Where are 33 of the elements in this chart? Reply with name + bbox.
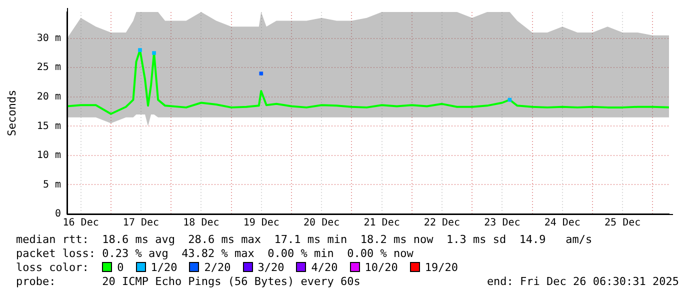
- text: median rtt: 18.6 ms avg 28.6 ms max 17.1 ms min 18.2 ms now 1.3 ms sd 14.9 am/s: [16, 233, 594, 247]
- x-tick-label: 20 Dec: [304, 218, 340, 229]
- y-tick-label: 10 m: [36, 150, 61, 162]
- x-tick-label: 17 Dec: [122, 218, 160, 229]
- x-tick-label: 18 Dec: [183, 218, 220, 229]
- point: [138, 48, 142, 52]
- x-tick-label: 24 Dec: [544, 218, 580, 229]
- x-tick-label: 16 Dec: [62, 218, 99, 229]
- y-tick-label: 0: [54, 208, 61, 220]
- legend-label: 19/20: [424, 261, 458, 274]
- y-tick-label: 25 m: [36, 62, 61, 74]
- point: [259, 72, 264, 76]
- legend-label: 10/20: [364, 261, 398, 274]
- point: [152, 51, 156, 55]
- y-tick-label: 15 m: [36, 120, 61, 132]
- text: probe: 20 ICMP Echo Pings (56 Bytes) every 60s: [16, 275, 360, 288]
- legend-label: 0: [116, 261, 124, 274]
- text: packet loss: 0.23 % avg 43.82 % max 0.00 % min 0.00 % now: [16, 247, 414, 261]
- y-tick-label: 5 m: [42, 179, 61, 190]
- x-tick-label: 21 Dec: [364, 218, 400, 229]
- legend-label: 2/20: [203, 261, 231, 274]
- y-axis-title: Seconds: [5, 90, 18, 136]
- legend-label: 3/20: [256, 261, 284, 274]
- legend-label: 4/20: [310, 261, 338, 274]
- legend-label: 1/20: [150, 261, 178, 274]
- x-tick-label: 23 Dec: [484, 218, 520, 229]
- x-tick-label: 25 Dec: [604, 218, 641, 229]
- x-tick-label: 22 Dec: [424, 218, 460, 229]
- y-tick-label: 30 m: [36, 32, 61, 44]
- y-tick-label: 20 m: [36, 91, 61, 102]
- legend-title: loss color:: [16, 261, 90, 274]
- text: end: Fri Dec 26 06:30:31 2025: [486, 275, 679, 289]
- x-tick-label: 19 Dec: [243, 218, 280, 229]
